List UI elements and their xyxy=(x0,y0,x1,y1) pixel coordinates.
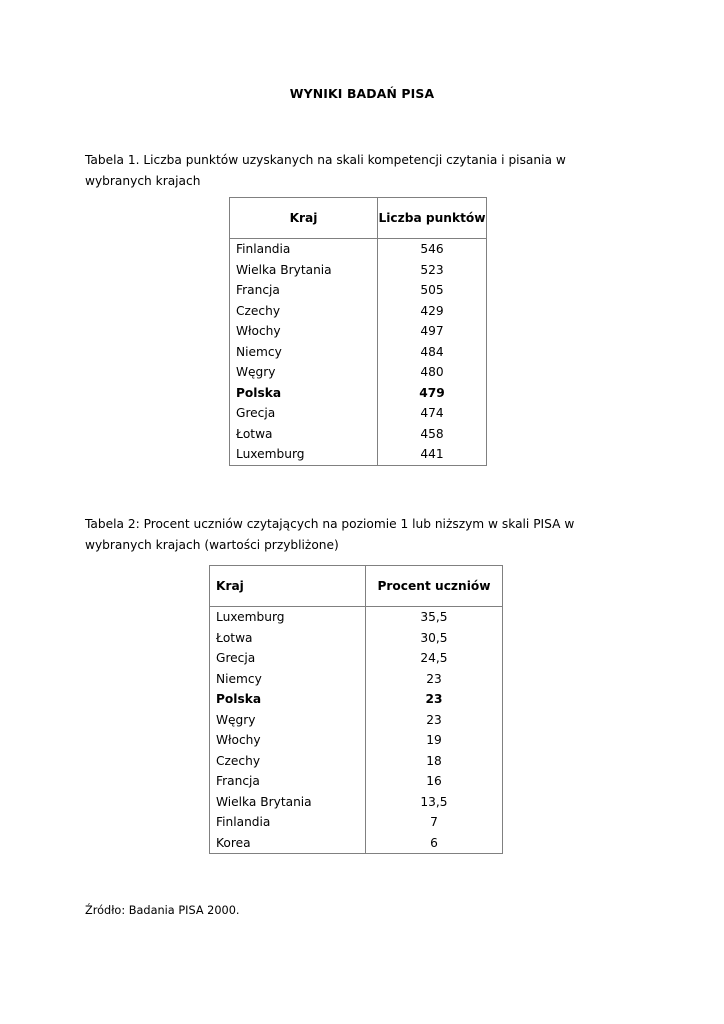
cell-country: Węgry xyxy=(209,709,366,730)
cell-country: Wielka Brytania xyxy=(209,791,366,812)
table-2-caption-line-1: Tabela 2: Procent uczniów czytających na… xyxy=(85,517,575,531)
table-row: Włochy 497 xyxy=(229,321,487,342)
column-header-value: Procent uczniów xyxy=(365,565,503,607)
column-header-value: Liczba punktów xyxy=(377,197,487,239)
cell-value: 505 xyxy=(377,280,487,301)
table-2-caption: Tabela 2: Procent uczniów czytających na… xyxy=(85,514,641,555)
table-1-caption-line-2: wybranych krajach xyxy=(85,173,201,188)
cell-value: 458 xyxy=(377,423,487,444)
cell-country: Niemcy xyxy=(209,668,366,689)
cell-country: Francja xyxy=(229,280,378,301)
table-1-body: Finlandia 546 Wielka Brytania 523 Francja 505… xyxy=(229,238,487,466)
cell-value: 474 xyxy=(377,403,487,424)
cell-country: Łotwa xyxy=(229,423,378,444)
cell-country: Finlandia xyxy=(209,812,366,833)
cell-value: 16 xyxy=(365,771,503,792)
table-2-body: Luxemburg 35,5 Łotwa 30,5 Grecja 24,5 Niemcy 23… xyxy=(209,606,503,854)
table-row: Czechy 429 xyxy=(229,300,487,321)
cell-country: Polska xyxy=(209,689,366,710)
cell-country: Grecja xyxy=(209,648,366,669)
table-row: Niemcy 484 xyxy=(229,341,487,362)
cell-country: Korea xyxy=(209,832,366,854)
cell-country: Grecja xyxy=(229,403,378,424)
table-row: Finlandia 546 xyxy=(229,238,487,260)
cell-value: 23 xyxy=(365,709,503,730)
cell-value: 479 xyxy=(377,382,487,403)
cell-value: 6 xyxy=(365,832,503,854)
cell-value: 546 xyxy=(377,238,487,260)
table-row: Grecja 24,5 xyxy=(209,648,503,669)
cell-value: 441 xyxy=(377,444,487,466)
cell-country: Włochy xyxy=(229,321,378,342)
table-row: Niemcy 23 xyxy=(209,668,503,689)
cell-country: Luxemburg xyxy=(209,606,366,628)
table-row: Francja 505 xyxy=(229,280,487,301)
cell-country: Polska xyxy=(229,382,378,403)
table-row: Luxemburg 35,5 xyxy=(209,606,503,628)
cell-value: 480 xyxy=(377,362,487,383)
table-header-row: Kraj Liczba punktów xyxy=(229,197,487,239)
cell-value: 24,5 xyxy=(365,648,503,669)
table-row: Wielka Brytania 13,5 xyxy=(209,791,503,812)
cell-country: Włochy xyxy=(209,730,366,751)
table-row: Włochy 19 xyxy=(209,730,503,751)
cell-value: 23 xyxy=(365,668,503,689)
table-row: Francja 16 xyxy=(209,771,503,792)
table-pisa-reading-scores: Kraj Liczba punktów Finlandia 546 Wielka B… xyxy=(229,197,487,466)
table-row: Korea 6 xyxy=(209,832,503,854)
cell-value: 429 xyxy=(377,300,487,321)
cell-value: 523 xyxy=(377,259,487,280)
table-row: Luxemburg 441 xyxy=(229,444,487,466)
table-row: Łotwa 458 xyxy=(229,423,487,444)
table-row: Łotwa 30,5 xyxy=(209,627,503,648)
cell-value: 18 xyxy=(365,750,503,771)
source-note: Źródło: Badania PISA 2000. xyxy=(85,904,240,917)
cell-country: Łotwa xyxy=(209,627,366,648)
table-row: Węgry 480 xyxy=(229,362,487,383)
cell-country: Finlandia xyxy=(229,238,378,260)
table-row: Wielka Brytania 523 xyxy=(229,259,487,280)
cell-value: 497 xyxy=(377,321,487,342)
cell-country: Luxemburg xyxy=(229,444,378,466)
table-row: Grecja 474 xyxy=(229,403,487,424)
cell-value: 23 xyxy=(365,689,503,710)
cell-value: 35,5 xyxy=(365,606,503,628)
cell-value: 19 xyxy=(365,730,503,751)
table-pisa-low-level-readers: Kraj Procent uczniów Luxemburg 35,5 Łotwa 3… xyxy=(209,565,503,854)
cell-country: Wielka Brytania xyxy=(229,259,378,280)
table-row: Węgry 23 xyxy=(209,709,503,730)
column-header-country: Kraj xyxy=(209,565,366,607)
cell-country: Czechy xyxy=(229,300,378,321)
column-header-country: Kraj xyxy=(229,197,378,239)
table-row: Polska 479 xyxy=(229,382,487,403)
cell-country: Czechy xyxy=(209,750,366,771)
table-2-caption-line-2: wybranych krajach (wartości przybliżone) xyxy=(85,537,339,552)
table-row: Polska 23 xyxy=(209,689,503,710)
cell-country: Francja xyxy=(209,771,366,792)
page-title: WYNIKI BADAŃ PISA xyxy=(289,86,435,101)
cell-country: Węgry xyxy=(229,362,378,383)
table-row: Finlandia 7 xyxy=(209,812,503,833)
table-header-row: Kraj Procent uczniów xyxy=(209,565,503,607)
table-row: Czechy 18 xyxy=(209,750,503,771)
table-1-caption: Tabela 1. Liczba punktów uzyskanych na s… xyxy=(85,150,641,191)
cell-value: 13,5 xyxy=(365,791,503,812)
table-1-caption-line-1: Tabela 1. Liczba punktów uzyskanych na s… xyxy=(85,153,566,167)
cell-value: 484 xyxy=(377,341,487,362)
cell-value: 30,5 xyxy=(365,627,503,648)
cell-value: 7 xyxy=(365,812,503,833)
cell-country: Niemcy xyxy=(229,341,378,362)
